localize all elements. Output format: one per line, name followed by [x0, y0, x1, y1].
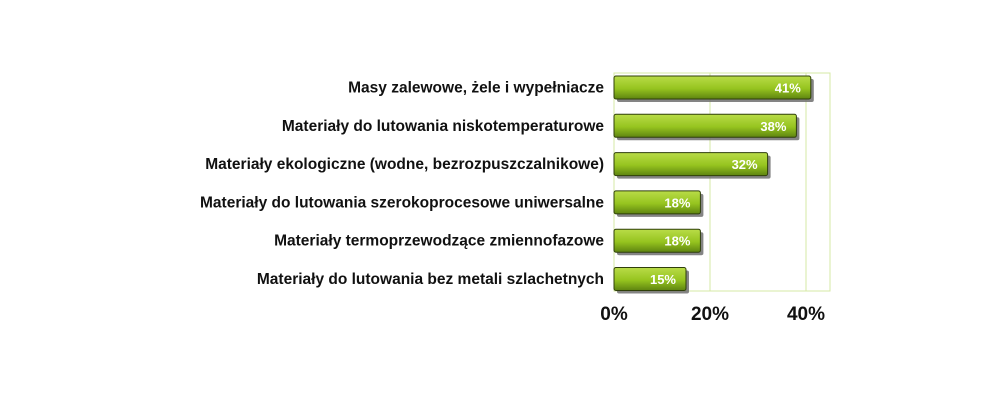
category-label: Materiały do lutowania bez metali szlach…	[257, 271, 604, 288]
bar-group: 32%	[613, 152, 771, 179]
bar-group: 38%	[613, 113, 800, 141]
bar-group: 41%	[613, 75, 814, 102]
data-label: 18%	[664, 234, 690, 249]
data-label: 41%	[775, 81, 801, 96]
bar	[613, 190, 701, 215]
plot-area	[613, 72, 831, 292]
bar-series: 41% 38% 32% 18% 18% 15%	[613, 75, 814, 294]
bar	[613, 113, 797, 138]
category-label: Materiały do lutowania szerokoprocesowe …	[200, 194, 604, 211]
data-label: 15%	[650, 272, 676, 287]
x-tick-label: 20%	[691, 304, 729, 325]
category-label: Masy zalewowe, żele i wypełniacze	[348, 80, 604, 97]
bar-group: 15%	[613, 267, 689, 294]
category-label: Materiały ekologiczne (wodne, bezrozpusz…	[205, 156, 604, 173]
bar	[613, 75, 812, 100]
grid-lines	[709, 73, 807, 291]
bar-group: 18%	[613, 228, 704, 256]
x-tick-label: 40%	[787, 304, 825, 325]
category-labels: Masy zalewowe, żele i wypełniacze Materia…	[200, 80, 604, 289]
data-label: 18%	[664, 195, 690, 210]
data-label: 38%	[760, 119, 786, 134]
x-axis-tick-labels: 0% 20% 40%	[600, 304, 825, 325]
bar	[613, 228, 701, 253]
bar-group: 18%	[613, 190, 704, 217]
bar	[613, 152, 769, 177]
category-label: Materiały do lutowania niskotemperaturow…	[282, 118, 605, 135]
x-tick-label: 0%	[600, 304, 628, 325]
data-label: 32%	[732, 157, 758, 172]
category-label: Materiały termoprzewodzące zmiennofazowe	[274, 233, 604, 250]
bar	[613, 267, 687, 291]
